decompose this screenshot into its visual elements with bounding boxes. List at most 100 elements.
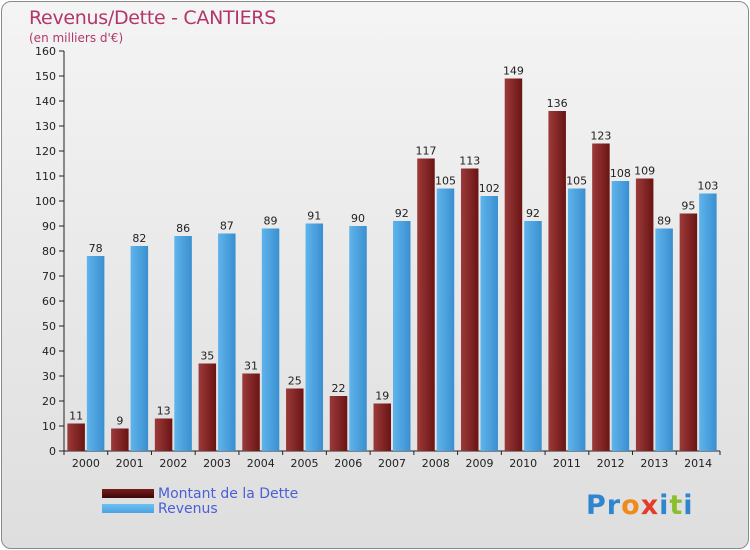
legend-label-debt: Montant de la Dette: [158, 485, 299, 502]
x-tick-label: 2005: [291, 457, 319, 470]
data-label-debt: 13: [157, 405, 171, 418]
x-tick-label: 2009: [465, 457, 493, 470]
bar-revenue: [567, 188, 586, 451]
bar-debt: [460, 168, 479, 451]
data-label-revenue: 102: [479, 182, 500, 195]
data-label-debt: 35: [200, 350, 214, 363]
data-label-debt: 25: [288, 375, 302, 388]
data-label-revenue: 90: [351, 212, 365, 225]
x-tick-label: 2011: [553, 457, 581, 470]
data-label-revenue: 105: [435, 175, 456, 188]
bar-revenue: [261, 228, 280, 451]
legend-item-revenue: Revenus: [102, 500, 298, 517]
y-tick-label: 40: [42, 345, 56, 358]
data-label-debt: 136: [547, 97, 568, 110]
data-label-debt: 9: [116, 415, 123, 428]
bar-debt: [635, 178, 654, 451]
bar-debt: [417, 158, 435, 451]
x-tick-label: 2002: [159, 457, 187, 470]
data-label-revenue: 82: [132, 232, 146, 245]
bar-revenue: [611, 181, 630, 451]
x-tick-label: 2008: [422, 457, 450, 470]
data-label-revenue: 89: [264, 215, 278, 228]
bar-debt: [111, 428, 129, 451]
legend: Montant de la Dette Revenus: [102, 485, 299, 517]
x-tick-label: 2001: [116, 457, 144, 470]
y-tick-label: 150: [35, 70, 56, 83]
bar-revenue: [349, 226, 367, 451]
legend-item-debt: Montant de la Dette: [102, 485, 299, 502]
legend-label-revenue: Revenus: [158, 500, 218, 517]
data-label-revenue: 103: [697, 180, 718, 193]
y-tick-label: 70: [42, 270, 56, 283]
data-label-debt: 123: [590, 130, 611, 143]
bar-debt: [548, 111, 566, 451]
data-label-debt: 19: [375, 390, 389, 403]
data-label-debt: 31: [244, 360, 258, 373]
bar-debt: [242, 373, 260, 451]
bar-revenue: [480, 196, 498, 451]
bar-debt: [592, 143, 610, 451]
y-tick-label: 160: [35, 45, 56, 58]
chart-title: Revenus/Dette - CANTIERS: [29, 7, 276, 29]
data-label-revenue: 86: [176, 222, 190, 235]
data-label-revenue: 105: [566, 175, 587, 188]
data-label-debt: 113: [459, 155, 480, 168]
y-tick-label: 30: [42, 370, 56, 383]
bar-revenue: [524, 221, 542, 451]
bar-debt: [329, 396, 348, 451]
y-tick-label: 100: [35, 195, 56, 208]
bar-debt: [504, 78, 523, 451]
data-label-revenue: 108: [610, 167, 631, 180]
proxiti-logo: Proxiti: [586, 490, 694, 521]
data-label-revenue: 87: [220, 220, 234, 233]
bar-debt: [286, 388, 304, 451]
bar-debt: [198, 363, 217, 451]
data-label-debt: 117: [415, 145, 436, 158]
bar-revenue: [174, 236, 192, 451]
data-label-debt: 22: [332, 382, 346, 395]
x-tick-label: 2010: [509, 457, 537, 470]
data-label-debt: 11: [69, 410, 83, 423]
data-label-debt: 95: [681, 200, 695, 213]
x-tick-label: 2012: [597, 457, 625, 470]
bar-debt: [373, 403, 391, 451]
data-label-debt: 149: [503, 65, 524, 78]
data-label-revenue: 92: [526, 207, 540, 220]
legend-swatch-debt: [102, 489, 154, 498]
y-tick-label: 0: [49, 445, 56, 458]
data-label-revenue: 92: [395, 207, 409, 220]
bar-revenue: [436, 188, 455, 451]
y-tick-label: 50: [42, 320, 56, 333]
y-tick-label: 140: [35, 95, 56, 108]
y-tick-label: 20: [42, 395, 56, 408]
bar-revenue: [699, 193, 717, 451]
x-tick-label: 2007: [378, 457, 406, 470]
bar-debt: [679, 213, 698, 451]
x-tick-label: 2000: [72, 457, 100, 470]
y-tick-label: 90: [42, 220, 56, 233]
y-tick-label: 80: [42, 245, 56, 258]
bar-debt: [154, 418, 173, 451]
chart-subtitle: (en milliers d'€): [29, 31, 124, 45]
x-tick-label: 2003: [203, 457, 231, 470]
bar-revenue: [655, 228, 673, 451]
legend-swatch-revenue: [102, 504, 154, 513]
x-tick-label: 2014: [684, 457, 712, 470]
y-tick-label: 120: [35, 145, 56, 158]
y-tick-label: 60: [42, 295, 56, 308]
bar-revenue: [86, 256, 105, 451]
x-tick-label: 2006: [334, 457, 362, 470]
data-label-revenue: 89: [657, 215, 671, 228]
bar-debt: [67, 423, 85, 451]
bar-revenue: [130, 246, 149, 451]
y-tick-label: 130: [35, 120, 56, 133]
x-tick-label: 2013: [640, 457, 668, 470]
bar-revenue: [218, 233, 236, 451]
bar-revenue: [305, 223, 324, 451]
data-label-revenue: 91: [307, 210, 321, 223]
y-tick-label: 110: [35, 170, 56, 183]
bar-revenue: [393, 221, 411, 451]
